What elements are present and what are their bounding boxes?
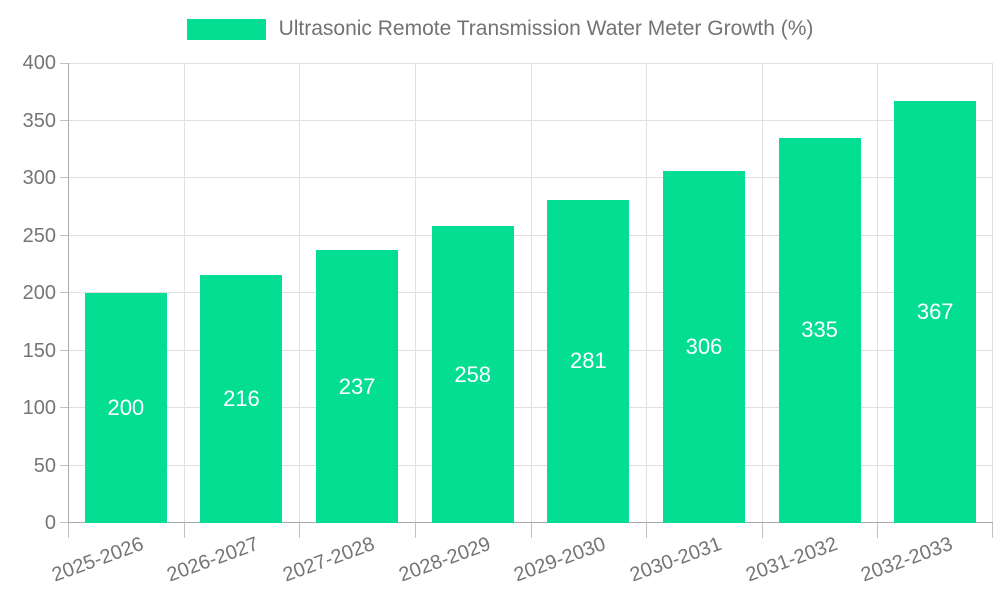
grid-line-horizontal: [68, 407, 993, 408]
x-axis-tick-label: 2027-2028: [280, 533, 378, 587]
bar-value-label: 237: [338, 373, 376, 399]
bar[interactable]: 216: [200, 274, 283, 523]
grid-line-horizontal: [68, 349, 993, 351]
bar[interactable]: 367: [894, 100, 977, 523]
y-axis-tick: [60, 119, 68, 121]
y-axis-tick-label: 150: [22, 339, 56, 362]
bar-value-label: 281: [569, 348, 607, 374]
bar[interactable]: 200: [84, 293, 167, 523]
bar-value-label: 367: [916, 298, 954, 324]
y-axis-tick-label: 50: [33, 454, 56, 477]
bar[interactable]: 281: [547, 199, 630, 523]
x-axis-tick-label: 2031-2032: [742, 533, 841, 587]
x-axis-tick-label: 2025-2026: [48, 533, 147, 587]
bar-value-label: 200: [107, 395, 145, 420]
x-axis-tick: [992, 523, 993, 538]
x-axis-tick: [762, 523, 763, 538]
y-axis-tick-label: 100: [22, 397, 56, 419]
y-axis-tick-label: 0: [44, 512, 56, 534]
y-axis-tick-label: 350: [22, 109, 56, 132]
bar-value-label: 258: [454, 361, 492, 387]
y-axis-tick-label: 250: [22, 224, 56, 247]
x-axis-tick: [877, 523, 878, 538]
x-axis-tick-label: 2030-2031: [627, 533, 725, 587]
grid-line-vertical: [646, 63, 647, 523]
grid-line-vertical: [415, 63, 416, 523]
legend[interactable]: Ultrasonic Remote Transmission Water Met…: [0, 17, 1000, 41]
y-axis-tick: [60, 407, 68, 408]
x-axis-tick: [415, 523, 416, 538]
plot-area: 0 50 100 150 200 250 300 350 400 200 216 237 258 281 3…: [23, 52, 993, 586]
x-axis-tick-label: 2029-2030: [511, 533, 609, 587]
bar[interactable]: 335: [778, 137, 861, 523]
y-axis-tick-label: 400: [22, 52, 56, 74]
y-axis-tick-label: 200: [22, 282, 56, 304]
x-axis-tick: [68, 523, 69, 538]
grid-line-horizontal: [68, 292, 993, 293]
x-axis-tick: [646, 523, 647, 538]
grid-line-horizontal: [68, 234, 993, 236]
x-axis-tick-label: 2028-2029: [395, 533, 494, 587]
y-axis-tick: [60, 177, 68, 178]
grid-line-horizontal: [68, 464, 993, 466]
x-axis-tick: [184, 523, 185, 538]
grid-line-vertical: [531, 63, 532, 523]
bar[interactable]: 306: [662, 171, 745, 523]
x-axis-tick: [299, 523, 300, 538]
grid-line-vertical: [299, 63, 300, 523]
y-axis-tick-label: 300: [22, 167, 56, 189]
grid-line-horizontal: [68, 63, 993, 64]
y-axis-tick: [60, 63, 68, 64]
grid-line-vertical: [992, 63, 993, 523]
grid-line-vertical: [877, 63, 878, 523]
grid-line-vertical: [184, 63, 185, 523]
y-axis-tick: [60, 522, 68, 523]
bar[interactable]: 237: [316, 250, 399, 523]
bar-value-label: 216: [223, 385, 260, 411]
grid-line-horizontal: [68, 177, 993, 178]
bar-value-label: 306: [685, 334, 723, 360]
x-axis-line: [68, 522, 993, 523]
grid-line-vertical: [762, 63, 763, 523]
bar-value-label: 335: [801, 317, 838, 343]
grid-line-horizontal: [68, 119, 993, 121]
y-axis-line: [68, 63, 69, 523]
legend-swatch: [186, 18, 266, 40]
x-axis-tick: [531, 523, 532, 538]
y-axis-tick: [60, 464, 68, 466]
x-axis-tick-label: 2026-2027: [164, 533, 262, 587]
x-axis-tick-label: 2032-2033: [858, 533, 956, 587]
y-axis-tick: [60, 234, 68, 236]
y-axis-tick: [60, 292, 68, 293]
legend-label: Ultrasonic Remote Transmission Water Met…: [278, 17, 814, 40]
y-axis-tick: [60, 349, 68, 351]
bar[interactable]: 258: [431, 226, 514, 523]
